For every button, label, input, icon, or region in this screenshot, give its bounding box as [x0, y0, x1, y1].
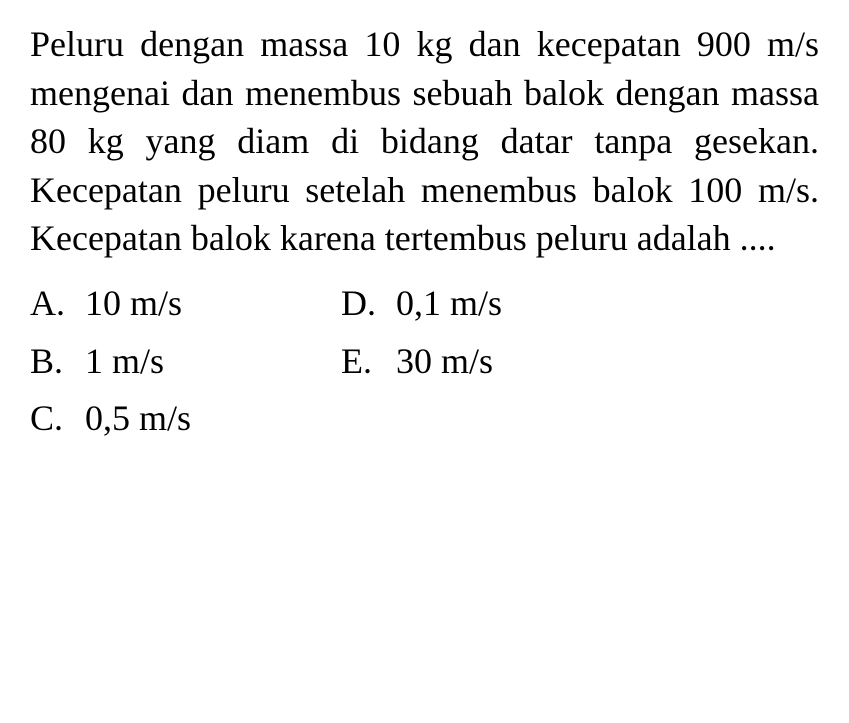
option-letter: A.	[30, 275, 85, 333]
option-value: 10 m/s	[85, 275, 182, 333]
option-value: 0,5 m/s	[85, 390, 191, 448]
option-letter: E.	[341, 333, 396, 391]
option-c: C. 0,5 m/s	[30, 390, 191, 448]
option-value: 30 m/s	[396, 333, 493, 391]
option-letter: B.	[30, 333, 85, 391]
option-e: E. 30 m/s	[341, 333, 502, 391]
option-value: 1 m/s	[85, 333, 164, 391]
option-letter: D.	[341, 275, 396, 333]
option-value: 0,1 m/s	[396, 275, 502, 333]
option-b: B. 1 m/s	[30, 333, 191, 391]
option-d: D. 0,1 m/s	[341, 275, 502, 333]
options-container: A. 10 m/s B. 1 m/s C. 0,5 m/s D. 0,1 m/s…	[30, 275, 819, 448]
option-letter: C.	[30, 390, 85, 448]
options-right-column: D. 0,1 m/s E. 30 m/s	[341, 275, 502, 448]
options-left-column: A. 10 m/s B. 1 m/s C. 0,5 m/s	[30, 275, 191, 448]
question-text: Peluru dengan massa 10 kg dan kecepatan …	[30, 20, 819, 263]
option-a: A. 10 m/s	[30, 275, 191, 333]
